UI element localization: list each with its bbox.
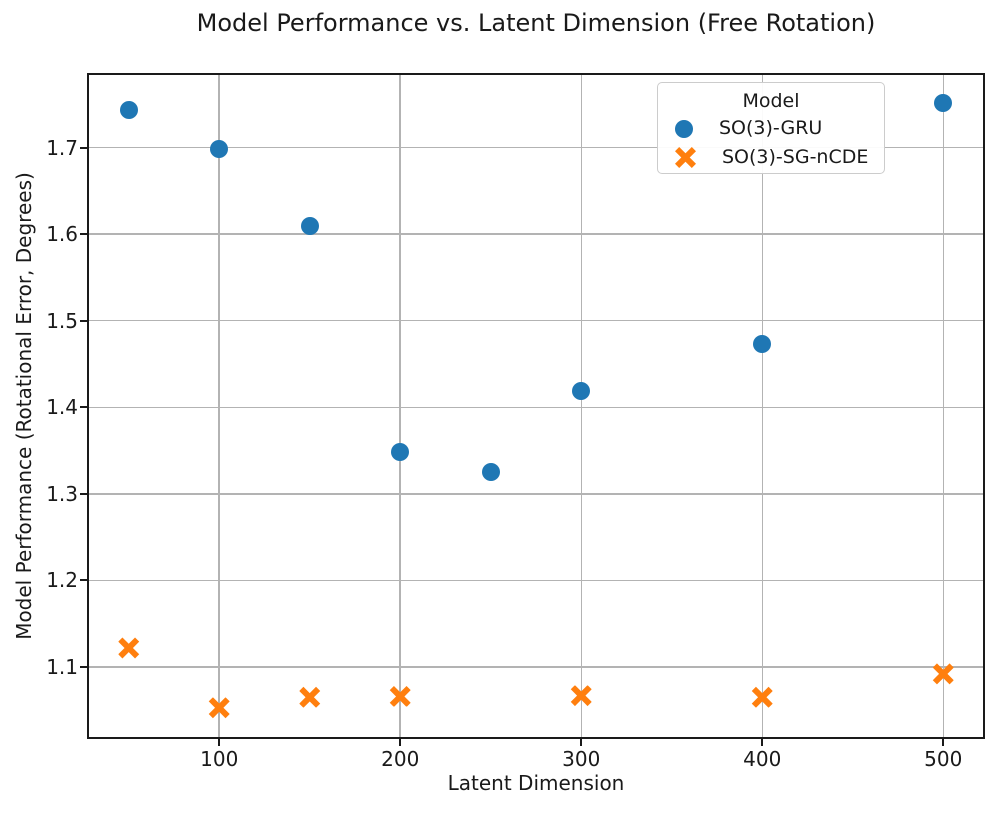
y-tick-label: 1.3 [46, 481, 78, 506]
gridline-y-1.1 [88, 666, 984, 668]
circle-marker-icon [675, 119, 693, 138]
legend-label-so3-gru: SO(3)-GRU [719, 117, 823, 139]
legend-label-so3-sg-ncde: SO(3)-SG-nCDE [722, 146, 869, 168]
x-tick-label: 300 [562, 747, 601, 771]
y-tick-label: 1.1 [46, 655, 78, 679]
x-tick-mark [580, 738, 583, 746]
gridline-y-1.4 [88, 406, 984, 409]
plot-area: Model SO(3)-GRU SO(3)-SG-nCDE 100 200 300 4… [46, 74, 984, 771]
y-tick-mark [80, 319, 88, 322]
x-tick-mark [218, 738, 221, 746]
data-point-so-3-sg-ncde [299, 686, 321, 708]
x-tick-mark [399, 738, 402, 746]
data-point-so-3-sg-ncde [751, 686, 773, 708]
y-tick-label: 1.6 [46, 222, 78, 247]
data-point-so-3-sg-ncde [208, 697, 230, 719]
data-point-so-3-gru [572, 381, 591, 400]
y-axis-label: Model Performance (Rotational Error, Deg… [12, 172, 36, 640]
gridline-x-500 [942, 74, 945, 738]
x-tick-label: 400 [743, 747, 782, 771]
y-tick-mark [80, 666, 88, 668]
data-point-so-3-gru [119, 101, 138, 120]
data-point-so-3-sg-ncde [932, 663, 954, 685]
gridline-y-1.3 [88, 493, 984, 495]
y-tick-mark [80, 579, 88, 582]
chart-title: Model Performance vs. Latent Dimension (… [196, 9, 876, 37]
x-axis-label: Latent Dimension [447, 771, 625, 795]
data-point-so-3-gru [934, 94, 953, 113]
data-point-so-3-gru [300, 217, 319, 236]
x-marker-icon [675, 147, 696, 168]
legend-item-so3-sg-ncde: SO(3)-SG-nCDE [658, 143, 884, 172]
data-point-so-3-gru [753, 335, 772, 354]
y-tick-label: 1.2 [46, 568, 78, 593]
x-tick-label: 500 [924, 747, 963, 771]
x-tick-label: 100 [200, 747, 239, 771]
y-tick-label: 1.5 [46, 308, 78, 333]
gridline-x-400 [761, 74, 763, 738]
x-tick-label: 200 [381, 747, 420, 771]
gridline-y-1.7 [88, 146, 984, 149]
gridline-x-200 [399, 74, 401, 738]
y-tick-mark [80, 146, 88, 149]
gridline-x-300 [580, 74, 582, 738]
gridline-y-1.2 [88, 579, 984, 582]
gridline-y-1.5 [88, 319, 984, 322]
data-point-so-3-sg-ncde [118, 637, 140, 659]
legend: Model SO(3)-GRU SO(3)-SG-nCDE [657, 82, 885, 174]
y-tick-label: 1.4 [46, 395, 78, 420]
x-tick-mark [761, 738, 764, 746]
data-point-so-3-gru [391, 443, 410, 462]
y-tick-mark [80, 492, 88, 495]
legend-title: Model [742, 90, 800, 112]
data-point-so-3-sg-ncde [389, 685, 411, 707]
x-tick-mark [942, 738, 945, 746]
gridline-y-1.6 [88, 233, 984, 235]
y-tick-mark [80, 406, 88, 409]
legend-item-so3-gru: SO(3)-GRU [658, 114, 884, 143]
y-tick-label: 1.7 [46, 135, 78, 160]
data-point-so-3-gru [210, 140, 229, 159]
data-point-so-3-gru [481, 463, 500, 482]
data-point-so-3-sg-ncde [570, 685, 592, 707]
y-tick-mark [80, 233, 88, 236]
gridline-x-100 [218, 74, 220, 738]
